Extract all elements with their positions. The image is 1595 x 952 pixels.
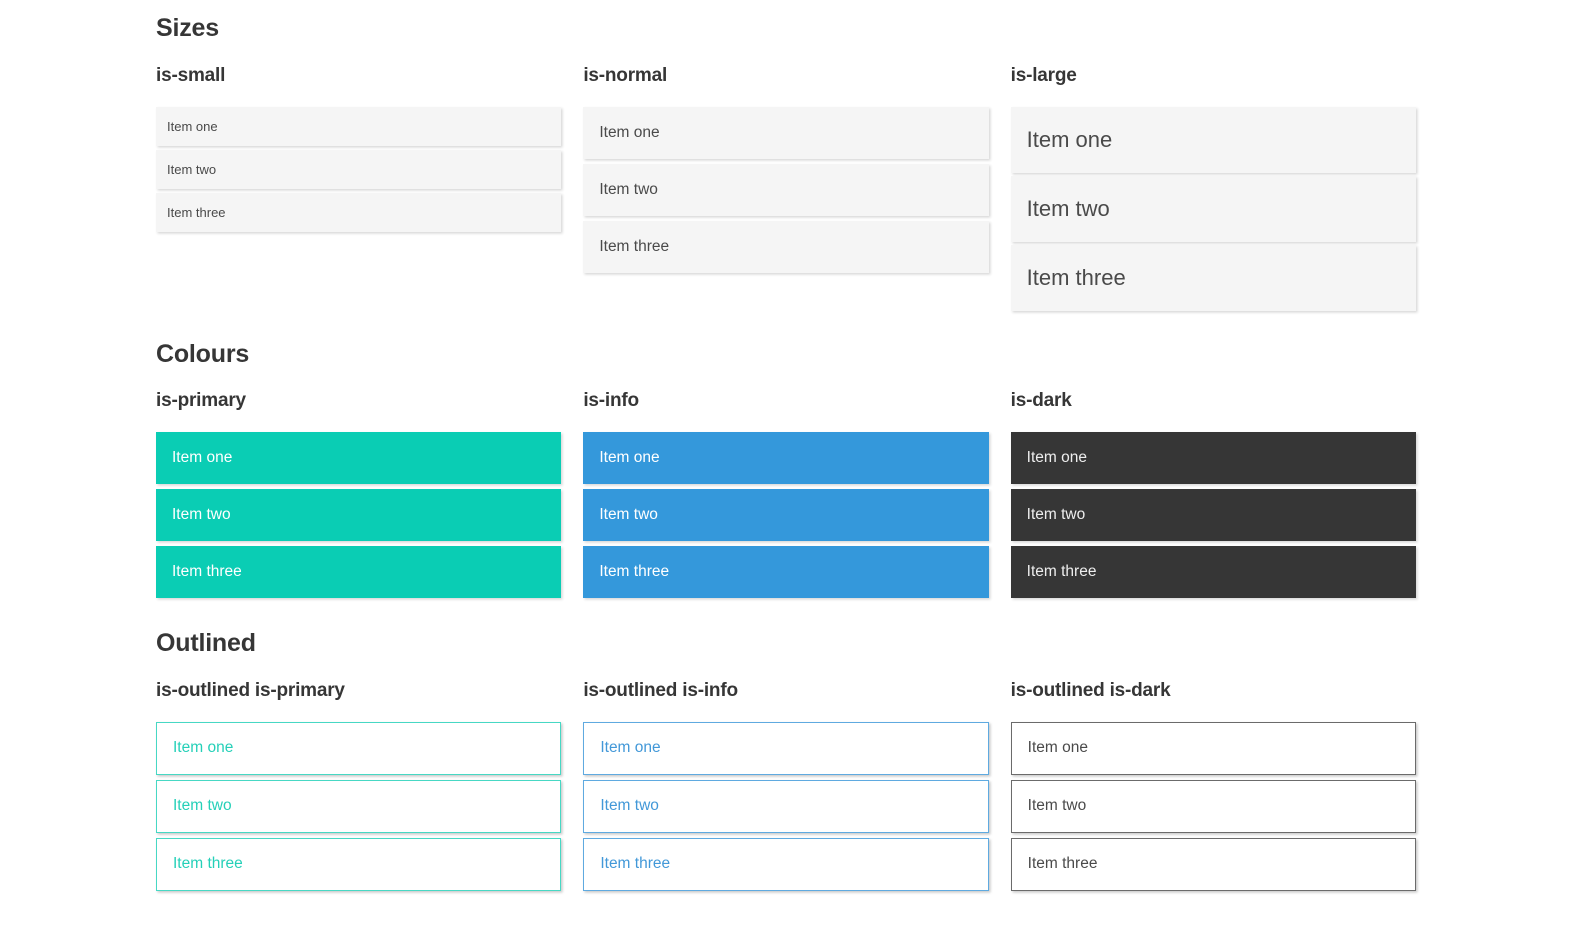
list-item[interactable]: Item three [156, 837, 562, 891]
list-item[interactable]: Item one [583, 432, 989, 485]
list-item[interactable]: Item two [156, 779, 562, 833]
section-grid: is-small Item one Item two Item three is-nor… [156, 65, 1416, 314]
list-item[interactable]: Item three [583, 546, 989, 599]
section-title: Colours [156, 339, 250, 368]
variant-column: is-large Item one Item two Item three [1010, 64, 1416, 314]
demo-list: Item one Item two Item three [1010, 721, 1416, 891]
list-item[interactable]: Item three [583, 837, 989, 891]
variant-label: is-outlined is-dark [1010, 679, 1171, 701]
section-title: Sizes [156, 14, 219, 42]
demo-list: Item one Item two Item three [156, 106, 562, 232]
section-outlined: Outlined is-outlined is-primary Item one It… [156, 629, 1416, 896]
variant-label: is-small [156, 64, 226, 86]
variant-label: is-dark [1010, 390, 1072, 412]
list-item[interactable]: Item one [156, 432, 562, 485]
list-item[interactable]: Item one [1010, 432, 1416, 485]
sections-root: Sizes is-small Item one Item two Item three i… [156, 14, 1416, 896]
variant-column: is-normal Item one Item two Item three [583, 64, 989, 278]
demo-list: Item one Item two Item three [583, 432, 989, 599]
variant-column: is-dark Item one Item two Item three [1010, 390, 1416, 603]
variant-column: is-outlined is-info Item one Item two Item … [583, 679, 989, 896]
list-item[interactable]: Item two [583, 163, 989, 216]
list-item[interactable]: Item one [156, 106, 562, 146]
section-grid: is-primary Item one Item two Item three is-i… [156, 390, 1416, 603]
variant-column: is-outlined is-dark Item one Item two Item … [1010, 679, 1416, 896]
variant-label: is-info [583, 390, 639, 412]
demo-list: Item one Item two Item three [156, 432, 562, 599]
variant-label: is-outlined is-info [583, 679, 738, 701]
section-title: Outlined [156, 629, 256, 658]
variant-label: is-large [1010, 64, 1077, 86]
list-item[interactable]: Item two [1010, 489, 1416, 542]
section-grid: is-outlined is-primary Item one Item two It… [156, 680, 1416, 896]
list-item[interactable]: Item two [156, 149, 562, 189]
variant-column: is-info Item one Item two Item three [583, 390, 989, 603]
list-item[interactable]: Item one [583, 721, 989, 775]
list-item[interactable]: Item three [156, 192, 562, 232]
list-item[interactable]: Item three [1010, 837, 1416, 891]
list-item[interactable]: Item two [583, 779, 989, 833]
section-sizes: Sizes is-small Item one Item two Item three i… [156, 14, 1416, 314]
list-item[interactable]: Item one [583, 106, 989, 159]
variant-column: is-primary Item one Item two Item three [156, 390, 562, 603]
variant-column: is-outlined is-primary Item one Item two It… [156, 679, 562, 896]
variant-label: is-primary [156, 390, 246, 412]
section-colours: Colours is-primary Item one Item two Item th… [156, 340, 1416, 604]
list-item[interactable]: Item one [156, 721, 562, 775]
demo-list: Item one Item two Item three [1010, 432, 1416, 599]
demo-list: Item one Item two Item three [583, 106, 989, 273]
list-item[interactable]: Item two [1010, 779, 1416, 833]
list-item[interactable]: Item two [583, 489, 989, 542]
list-item[interactable]: Item three [1010, 244, 1416, 311]
list-item[interactable]: Item one [1010, 721, 1416, 775]
demo-list: Item one Item two Item three [156, 721, 562, 891]
demo-list: Item one Item two Item three [1010, 106, 1416, 311]
list-item[interactable]: Item two [156, 489, 562, 542]
variant-column: is-small Item one Item two Item three [156, 64, 562, 236]
demo-list: Item one Item two Item three [583, 721, 989, 891]
list-item[interactable]: Item one [1010, 106, 1416, 173]
variant-label: is-outlined is-primary [156, 679, 345, 701]
list-item[interactable]: Item three [583, 220, 989, 273]
list-item[interactable]: Item three [156, 546, 562, 599]
variant-label: is-normal [583, 64, 668, 86]
list-item[interactable]: Item two [1010, 175, 1416, 242]
list-item[interactable]: Item three [1010, 546, 1416, 599]
